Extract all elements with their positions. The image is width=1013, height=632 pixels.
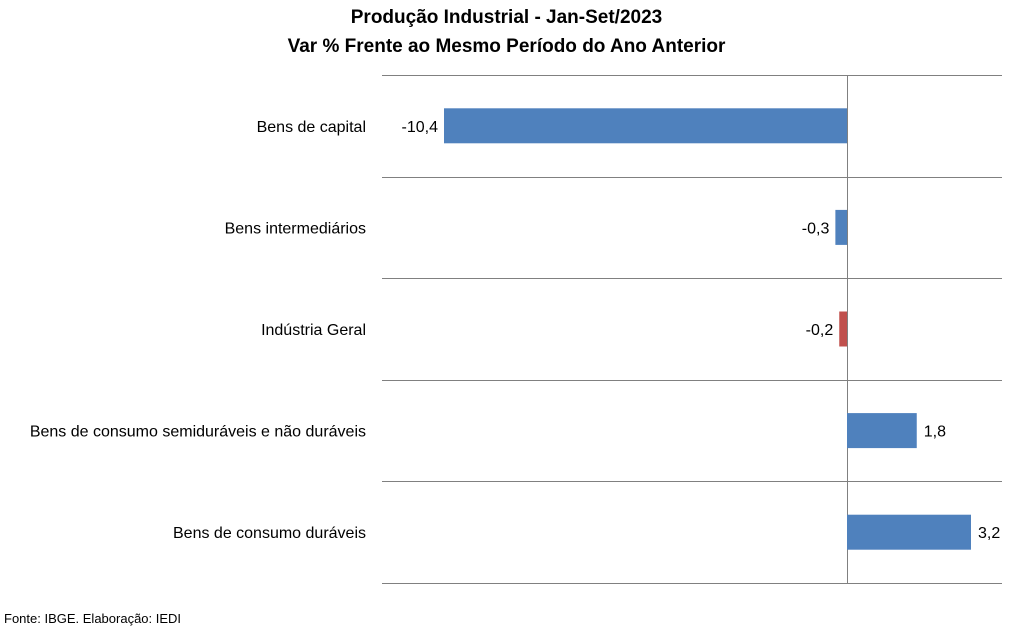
bar [847, 514, 971, 550]
bar [839, 311, 847, 347]
bar [835, 209, 847, 245]
data-label: -0,2 [806, 322, 834, 339]
bar [444, 108, 847, 144]
category-label: Bens de consumo duráveis [173, 525, 366, 542]
data-label: 3,2 [978, 525, 1000, 542]
data-label: -0,3 [802, 220, 830, 237]
chart-title: Produção Industrial - Jan-Set/2023 [350, 7, 663, 28]
category-label: Indústria Geral [261, 322, 366, 339]
category-label: Bens intermediários [225, 220, 366, 237]
source-note: Fonte: IBGE. Elaboração: IEDI [4, 611, 182, 626]
bar [847, 413, 917, 449]
category-label: Bens de consumo semiduráveis e não duráv… [30, 424, 366, 441]
chart-subtitle: Var % Frente ao Mesmo Período do Ano Ant… [287, 36, 726, 57]
data-label: -10,4 [402, 119, 439, 136]
data-label: 1,8 [924, 424, 946, 441]
category-label: Bens de capital [257, 119, 366, 136]
